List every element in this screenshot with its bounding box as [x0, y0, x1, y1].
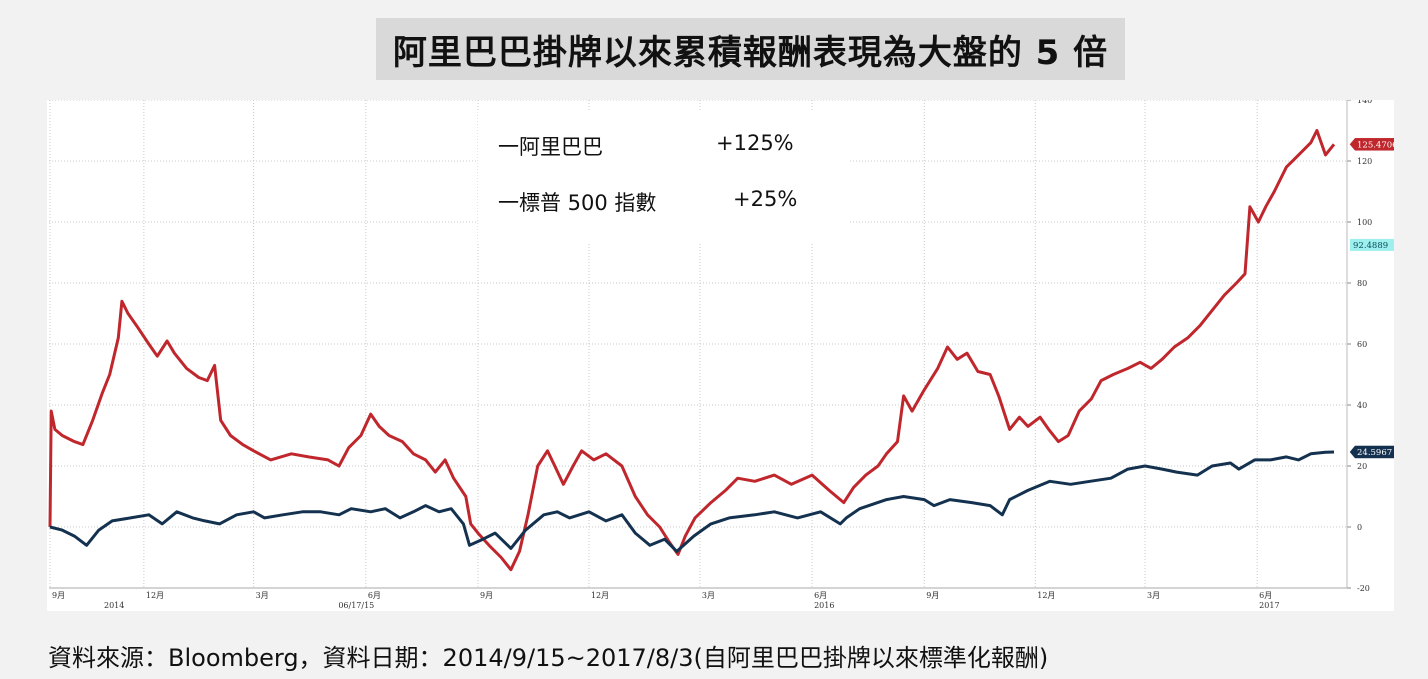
y-tick-label: 20: [1357, 462, 1367, 471]
chart-title: 阿里巴巴掛牌以來累積報酬表現為大盤的 5 倍: [376, 18, 1125, 80]
x-year-label: 2016: [814, 601, 834, 610]
y-tick-label: 120: [1357, 157, 1372, 166]
x-tick-label: 6月: [814, 591, 827, 600]
x-tick-label: 12月: [591, 591, 609, 600]
highlight-date-label: 06/17/15: [338, 601, 374, 610]
alibaba-end-value: 125.4706: [1357, 140, 1394, 150]
x-tick-label: 3月: [702, 591, 715, 600]
y-tick-label: 60: [1357, 340, 1367, 349]
y-tick-label: 100: [1357, 218, 1372, 227]
sp500-end-badge: [1349, 445, 1394, 459]
y-tick-label: 80: [1357, 279, 1367, 288]
legend-pct-alibaba: +125%: [716, 131, 794, 155]
x-tick-label: 3月: [1147, 591, 1160, 600]
x-tick-label: 3月: [256, 591, 269, 600]
alibaba-end-badge: [1349, 138, 1394, 151]
y-tick-label: 140: [1357, 100, 1372, 105]
x-tick-label: 6月: [368, 591, 381, 600]
x-tick-label: 9月: [52, 591, 65, 600]
x-year-label: 2017: [1259, 601, 1279, 610]
x-tick-label: 9月: [926, 591, 939, 600]
y-tick-label: 40: [1357, 401, 1367, 410]
chart-area: 140 120 100 80 60 40 20 0 -20 9月 2014 12月 3月 6月 9月 12月 3…: [47, 100, 1394, 611]
x-tick-label: 12月: [146, 591, 164, 600]
x-tick-label: 12月: [1037, 591, 1055, 600]
legend-label-alibaba: 一阿里巴巴: [498, 135, 603, 159]
sp500-line: [49, 450, 1335, 553]
legend-item-alibaba: 一阿里巴巴 +125%: [498, 131, 794, 161]
legend: 一阿里巴巴 +125% 一標普 500 指數 +25%: [478, 112, 848, 242]
legend-item-sp500: 一標普 500 指數 +25%: [498, 187, 797, 217]
sp500-end-value: 24.5967: [1357, 448, 1392, 458]
x-year-label: 2014: [104, 601, 124, 610]
x-tick-label: 9月: [480, 591, 493, 600]
highlight-value-badge: [1350, 238, 1394, 251]
y-tick-label: 0: [1357, 523, 1362, 532]
source-note: 資料來源：Bloomberg，資料日期：2014/9/15~2017/8/3(自…: [48, 644, 1049, 672]
highlight-value-label: 92.4889: [1353, 241, 1388, 251]
x-tick-label: 6月: [1259, 591, 1272, 600]
y-tick-label: -20: [1357, 584, 1370, 593]
legend-label-sp500: 一標普 500 指數: [498, 191, 657, 215]
legend-pct-sp500: +25%: [733, 187, 798, 211]
alibaba-line: [48, 129, 1336, 572]
